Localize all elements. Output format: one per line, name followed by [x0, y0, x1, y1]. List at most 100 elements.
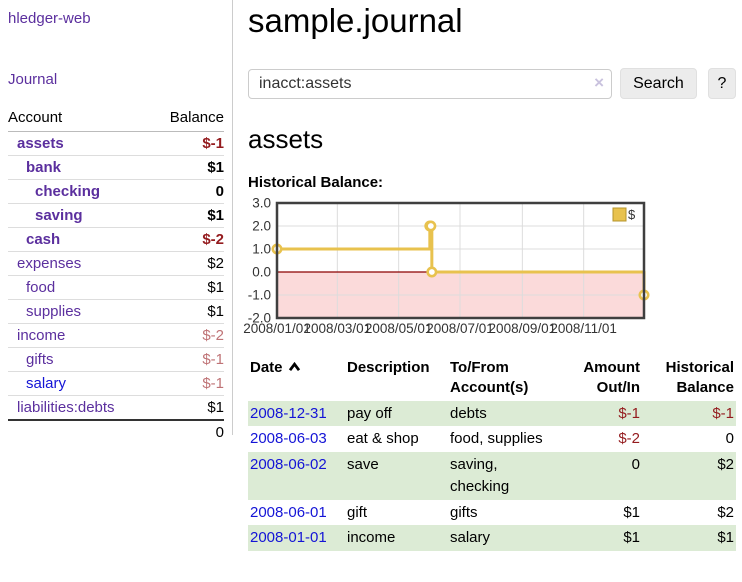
transaction-description: eat & shop — [347, 430, 419, 448]
transaction-description: gift — [347, 503, 368, 521]
transaction-amount: $1 — [623, 529, 640, 547]
transaction-amount: $1 — [623, 503, 640, 521]
account-balance: $1 — [151, 395, 224, 420]
clear-search-icon[interactable]: × — [594, 72, 604, 92]
transaction-amount: 0 — [631, 456, 640, 474]
accounts-total-row: 0 — [8, 419, 224, 444]
transaction-accounts: debts — [450, 404, 487, 422]
search-bar: × Search ? — [248, 68, 736, 100]
transaction-row: 2008-06-01 gift gifts $1 $2 — [248, 500, 736, 526]
account-balance: $1 — [151, 299, 224, 324]
account-balance: $-1 — [151, 347, 224, 372]
account-row: bank $1 — [8, 155, 224, 180]
accounts-header-balance: Balance — [151, 105, 224, 132]
sidebar: hledger-web Journal Account Balance asse… — [0, 0, 233, 444]
transaction-date-link[interactable]: 2008-01-01 — [250, 529, 327, 547]
historical-balance-chart: $3.0 2.0 1.0 0.0 -1.0 -2.0 2008/01/01 2008/03/0… — [242, 195, 736, 339]
account-balance: $-2 — [151, 227, 224, 252]
account-row: supplies $1 — [8, 299, 224, 324]
sort-ascending-icon — [288, 362, 300, 372]
transaction-balance: 0 — [725, 430, 734, 448]
account-link-expenses[interactable]: expenses — [17, 255, 82, 272]
account-row: checking 0 — [8, 179, 224, 204]
account-link-liabilities-debts[interactable]: liabilities:debts — [17, 399, 115, 416]
transaction-description: income — [347, 529, 396, 547]
account-balance: $-2 — [151, 323, 224, 348]
help-button[interactable]: ? — [707, 68, 736, 100]
svg-text:$: $ — [628, 207, 636, 222]
svg-text:2008/11/01: 2008/11/01 — [550, 321, 617, 336]
transaction-date-link[interactable]: 2008-06-01 — [250, 503, 327, 521]
sidebar-item-journal[interactable]: Journal — [8, 71, 58, 88]
account-row: liabilities:debts $1 — [8, 395, 224, 420]
svg-text:3.0: 3.0 — [252, 196, 271, 211]
account-row: saving $1 — [8, 203, 224, 228]
account-balance: $-1 — [202, 135, 224, 152]
transaction-accounts: gifts — [450, 503, 478, 521]
svg-text:2008/09/01: 2008/09/01 — [489, 321, 557, 336]
register-header-amount: Amount Out/In — [583, 359, 640, 397]
transaction-accounts: salary — [450, 529, 491, 547]
account-link-supplies[interactable]: supplies — [26, 303, 82, 320]
account-balance: $1 — [151, 155, 224, 180]
svg-text:2008/01/01: 2008/01/01 — [243, 321, 311, 336]
account-link-food[interactable]: food — [26, 279, 56, 296]
register-header-balance: Historical Balance — [665, 359, 734, 397]
svg-text:2008/07/01: 2008/07/01 — [426, 321, 494, 336]
transaction-balance: $2 — [717, 456, 734, 474]
svg-text:0.0: 0.0 — [252, 265, 271, 280]
account-link-salary[interactable]: salary — [26, 375, 67, 392]
account-link-income[interactable]: income — [17, 327, 66, 344]
svg-text:2008/03/01: 2008/03/01 — [304, 321, 372, 336]
accounts-total-value: 0 — [151, 419, 224, 444]
transaction-row: 2008-12-31 pay off debts $-1 $-1 — [248, 400, 736, 427]
account-balance: $-1 — [151, 371, 224, 396]
account-link-saving[interactable]: saving — [35, 207, 83, 224]
account-row: gifts $-1 — [8, 347, 224, 372]
account-link-cash[interactable]: cash — [26, 231, 61, 248]
svg-text:-1.0: -1.0 — [248, 288, 271, 303]
account-row: assets $-1 — [8, 132, 224, 156]
register-header-date[interactable]: Date — [248, 356, 345, 401]
account-link-gifts[interactable]: gifts — [26, 351, 54, 368]
account-row: expenses $2 — [8, 251, 224, 276]
account-balance: $1 — [151, 275, 224, 300]
svg-text:-2.0: -2.0 — [248, 311, 271, 326]
brand-link[interactable]: hledger-web — [8, 10, 91, 27]
account-row: cash $-2 — [8, 227, 224, 252]
accounts-table: Account Balance assets $-1 bank $1 checking 0… — [8, 105, 224, 444]
account-row: salary $-1 — [8, 371, 224, 396]
transaction-row: 2008-06-02 save saving, checking 0 $2 — [248, 452, 736, 500]
transaction-date-link[interactable]: 2008-06-03 — [250, 430, 327, 448]
transaction-date-link[interactable]: 2008-12-31 — [250, 404, 327, 422]
transaction-row: 2008-06-03 eat & shop food, supplies $-2 0 — [248, 426, 736, 452]
transaction-date-link[interactable]: 2008-06-02 — [250, 456, 327, 474]
register-table: Date Description To/From Account(s) Amou… — [248, 356, 736, 552]
register-header-description: Description — [347, 359, 430, 377]
search-button[interactable]: Search — [620, 68, 697, 100]
transaction-description: pay off — [347, 404, 392, 422]
svg-text:1.0: 1.0 — [252, 242, 271, 257]
account-heading: assets — [248, 124, 324, 155]
transaction-balance: $-1 — [712, 404, 734, 422]
account-link-assets[interactable]: assets — [17, 135, 64, 152]
transaction-row: 2008-01-01 income salary $1 $1 — [248, 525, 736, 552]
transaction-amount: $-1 — [618, 404, 640, 422]
transaction-description: save — [347, 456, 379, 474]
chart-title: Historical Balance: — [248, 174, 384, 192]
account-link-checking[interactable]: checking — [35, 183, 101, 200]
transaction-balance: $2 — [717, 503, 734, 521]
search-input[interactable] — [248, 68, 612, 99]
accounts-header-account: Account — [8, 105, 152, 132]
account-row: income $-2 — [8, 323, 224, 348]
transaction-amount: $-2 — [618, 430, 640, 448]
sidebar-nav: Journal — [8, 71, 224, 88]
transaction-accounts: food, supplies — [450, 430, 543, 448]
page-title: sample.journal — [248, 2, 463, 39]
svg-text:2008/05/01: 2008/05/01 — [365, 321, 433, 336]
account-row: food $1 — [8, 275, 224, 300]
transaction-accounts: saving, checking — [450, 456, 510, 495]
account-balance: 0 — [151, 179, 224, 204]
register-header-row: Date Description To/From Account(s) Amou… — [248, 356, 736, 401]
account-link-bank[interactable]: bank — [26, 159, 62, 176]
